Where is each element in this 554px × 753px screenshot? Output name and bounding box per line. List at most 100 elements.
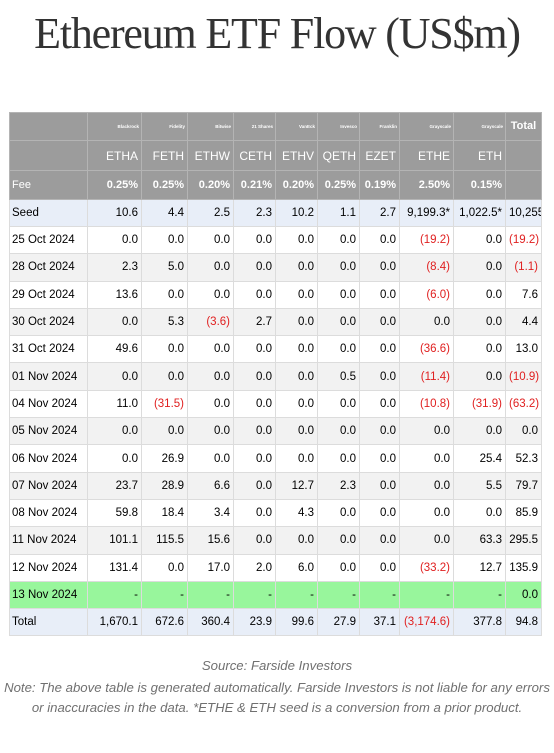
flow-cell: 0.0 xyxy=(453,498,506,528)
flow-cell: 0.0 xyxy=(399,526,454,555)
flow-cell: 0.0 xyxy=(359,553,400,582)
fee-total-cell xyxy=(505,170,542,200)
row-total-cell: 4.4 xyxy=(505,307,542,337)
flow-cell: 0.0 xyxy=(399,471,454,500)
flow-cell: (8.4) xyxy=(399,253,454,282)
ticker-ethv: ETHV xyxy=(275,140,318,171)
seed-label: Seed xyxy=(9,199,88,227)
flow-cell: 131.4 xyxy=(87,553,142,582)
flow-cell: 0.0 xyxy=(187,253,234,282)
flow-cell: 0.0 xyxy=(359,417,400,446)
flow-cell: 0.0 xyxy=(87,362,142,391)
flow-cell: 0.0 xyxy=(317,553,360,582)
date-cell: 12 Nov 2024 xyxy=(9,553,88,582)
seed-cell: 2.7 xyxy=(359,199,400,227)
ticker-ceth: CETH xyxy=(233,140,276,171)
provider-name: Invesco xyxy=(317,112,360,141)
flow-cell: 0.0 xyxy=(233,498,276,528)
table-row: 29 Oct 2024 13.6 0.0 0.0 0.0 0.0 0.0 0.0 (6.0) 0.… xyxy=(9,280,542,309)
date-cell: 13 Nov 2024 xyxy=(9,580,88,610)
table-row: 01 Nov 2024 0.0 0.0 0.0 0.0 0.0 0.5 0.0 (11.4) 0.… xyxy=(9,362,542,391)
row-total-cell: 13.0 xyxy=(505,335,542,364)
flow-cell: 3.4 xyxy=(187,498,234,528)
total-cell: 377.8 xyxy=(453,608,506,637)
flow-cell: 0.0 xyxy=(359,526,400,555)
flow-cell: 0.0 xyxy=(141,417,188,446)
flow-cell: 0.0 xyxy=(275,526,318,555)
flow-cell: 0.0 xyxy=(359,389,400,419)
flow-cell: 0.0 xyxy=(317,307,360,337)
fee-cell: 0.25% xyxy=(317,170,360,200)
flow-cell: 0.0 xyxy=(275,253,318,282)
flow-cell: 0.0 xyxy=(359,307,400,337)
flow-cell: 59.8 xyxy=(87,498,142,528)
total-cell: 672.6 xyxy=(141,608,188,637)
date-cell: 30 Oct 2024 xyxy=(9,307,88,337)
flow-cell: 17.0 xyxy=(187,553,234,582)
date-cell: 04 Nov 2024 xyxy=(9,389,88,419)
provider-name: Franklin xyxy=(359,112,400,141)
flow-cell: - xyxy=(87,580,142,610)
flow-cell: (31.9) xyxy=(453,389,506,419)
flow-cell: 0.0 xyxy=(359,280,400,309)
table-row: 06 Nov 2024 0.0 26.9 0.0 0.0 0.0 0.0 0.0 0.0 25.4… xyxy=(9,444,542,473)
flow-cell: 101.1 xyxy=(87,526,142,555)
flow-cell: 0.0 xyxy=(317,280,360,309)
total-cell: 27.9 xyxy=(317,608,360,637)
flow-cell: 0.0 xyxy=(453,417,506,446)
ticker-ezet: EZET xyxy=(359,140,400,171)
ticker-ethe: ETHE xyxy=(399,140,454,171)
flow-cell: 63.3 xyxy=(453,526,506,555)
row-total-cell: 52.3 xyxy=(505,444,542,473)
header-corner-cell xyxy=(9,140,88,171)
flow-cell: 0.0 xyxy=(233,526,276,555)
flow-cell: 0.0 xyxy=(87,444,142,473)
row-total-cell: 7.6 xyxy=(505,280,542,309)
date-cell: 05 Nov 2024 xyxy=(9,417,88,446)
flow-cell: 0.0 xyxy=(275,389,318,419)
flow-cell: 0.0 xyxy=(187,417,234,446)
flow-cell: (11.4) xyxy=(399,362,454,391)
flow-cell: 5.0 xyxy=(141,253,188,282)
flow-cell: 0.0 xyxy=(87,307,142,337)
flow-cell: 0.0 xyxy=(233,389,276,419)
fee-cell: 0.20% xyxy=(187,170,234,200)
flow-cell: 0.0 xyxy=(359,253,400,282)
row-total-cell: 85.9 xyxy=(505,498,542,528)
row-total-cell: 79.7 xyxy=(505,471,542,500)
table-row: 28 Oct 2024 2.3 5.0 0.0 0.0 0.0 0.0 0.0 (8.4) 0.0… xyxy=(9,253,542,282)
table-row: 30 Oct 2024 0.0 5.3 (3.6) 2.7 0.0 0.0 0.0 0.0 0.0… xyxy=(9,307,542,337)
fee-cell: 0.20% xyxy=(275,170,318,200)
table-row: 25 Oct 2024 0.0 0.0 0.0 0.0 0.0 0.0 0.0 (19.2) 0.… xyxy=(9,225,542,255)
disclaimer-note: Note: The above table is generated autom… xyxy=(4,680,550,715)
fee-cell: 0.25% xyxy=(87,170,142,200)
flow-cell: 5.3 xyxy=(141,307,188,337)
provider-name: Bitwise xyxy=(187,112,234,141)
provider-name: Blackrock xyxy=(87,112,142,141)
flow-cell: 0.0 xyxy=(141,335,188,364)
flow-cell: 2.3 xyxy=(317,471,360,500)
flow-cell: 0.0 xyxy=(141,280,188,309)
flow-cell: 28.9 xyxy=(141,471,188,500)
flow-cell: 4.3 xyxy=(275,498,318,528)
flow-cell: 0.0 xyxy=(275,362,318,391)
flow-cell: 0.0 xyxy=(317,225,360,255)
flow-cell: (19.2) xyxy=(399,225,454,255)
flow-cell: 0.0 xyxy=(359,225,400,255)
table-row: 04 Nov 2024 11.0 (31.5) 0.0 0.0 0.0 0.0 0.0 (10.… xyxy=(9,389,542,419)
flow-cell: 6.6 xyxy=(187,471,234,500)
ticker-qeth: QETH xyxy=(317,140,360,171)
flow-cell: 26.9 xyxy=(141,444,188,473)
fee-cell: 0.19% xyxy=(359,170,400,200)
provider-header-row: Blackrock Fidelity Bitwise 21 Shares VanEck I… xyxy=(9,112,542,141)
flow-cell: - xyxy=(317,580,360,610)
flow-cell: 2.3 xyxy=(87,253,142,282)
row-total-cell: (1.1) xyxy=(505,253,542,282)
flow-cell: 0.0 xyxy=(453,307,506,337)
flow-cell: 12.7 xyxy=(453,553,506,582)
table-row: 08 Nov 2024 59.8 18.4 3.4 0.0 4.3 0.0 0.0 0.0 0.0… xyxy=(9,498,542,528)
flow-cell: (33.2) xyxy=(399,553,454,582)
provider-name: VanEck xyxy=(275,112,318,141)
fee-cell: 2.50% xyxy=(399,170,454,200)
flow-cell: 0.0 xyxy=(317,253,360,282)
